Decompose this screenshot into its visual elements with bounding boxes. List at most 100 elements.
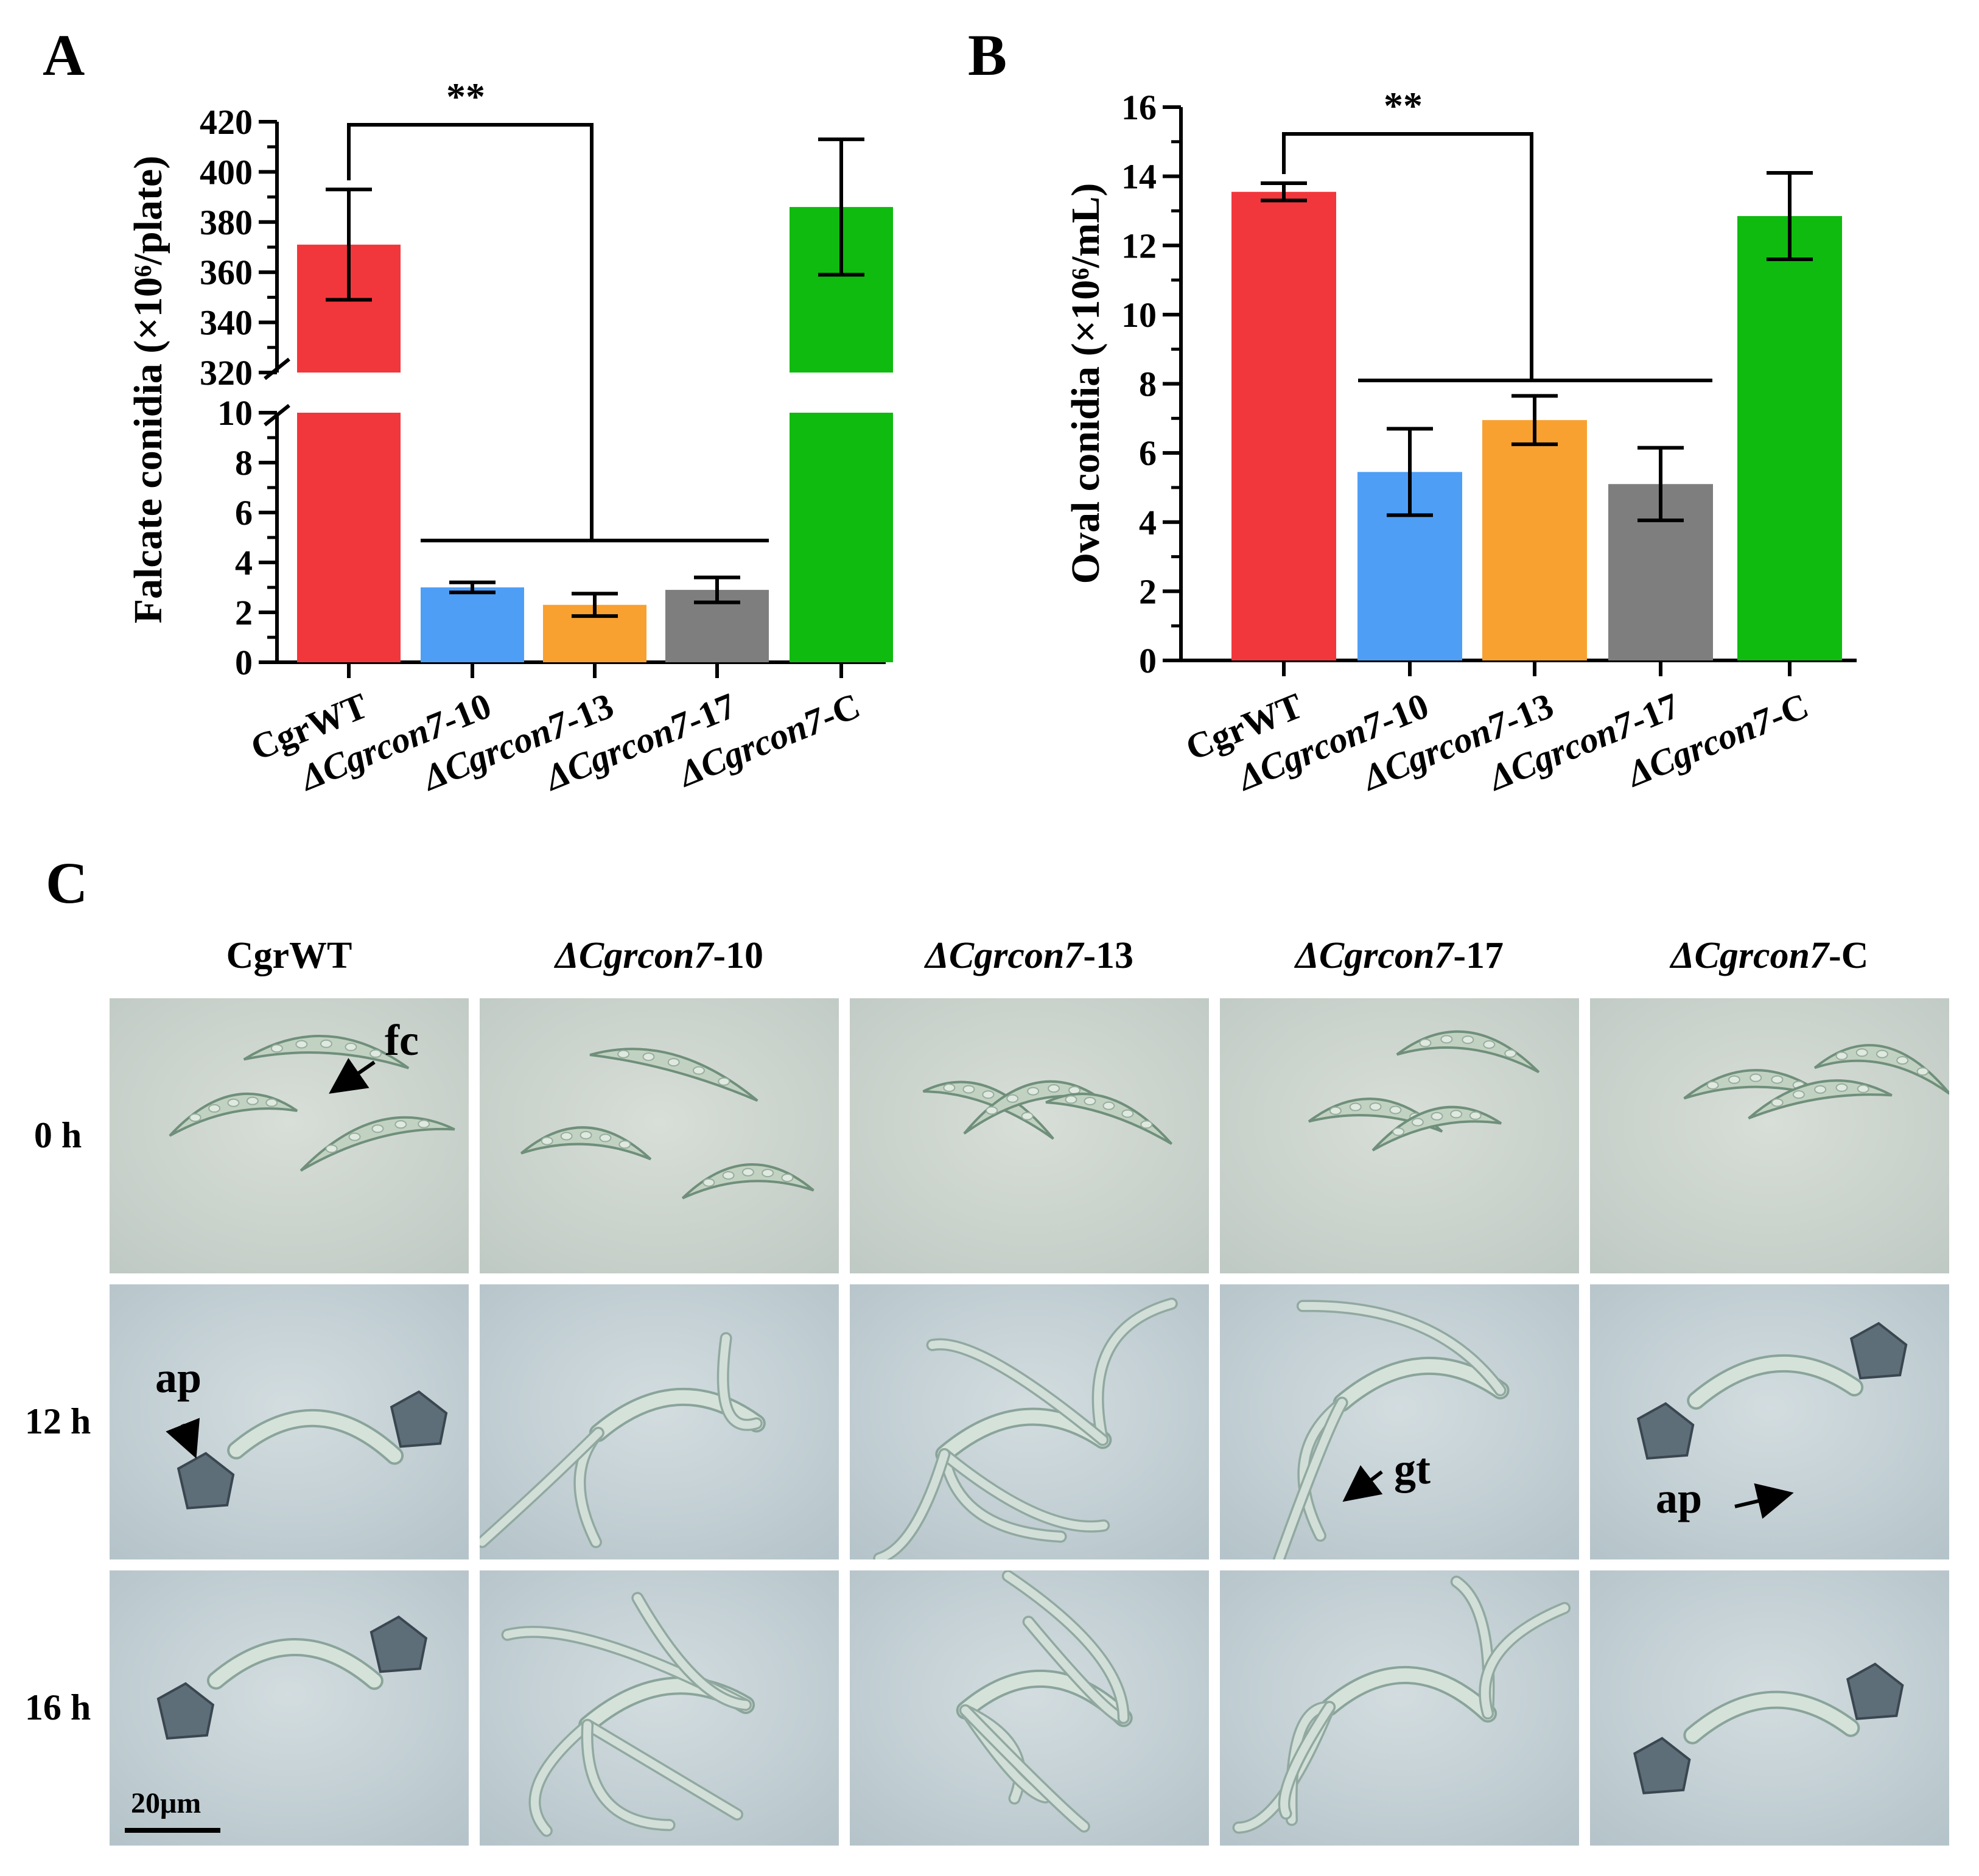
scale-bar-label: 20μm [131,1787,201,1819]
column-label-1: ΔCgrcon7-10 [555,935,763,976]
vacuole [1021,1111,1034,1121]
y-axis-label: Falcate conidia (×10⁶/plate) [126,156,170,624]
vacuole [371,1124,384,1133]
micrograph-2-2 [850,1570,1209,1846]
micrograph-2-0 [110,1570,469,1846]
appressorium [156,1682,215,1740]
significance-bracket [347,123,594,541]
falcate-conidium [1813,1044,1949,1095]
vacuole [208,1104,221,1113]
bar-1 [421,587,524,662]
germ-tube [1275,1399,1347,1559]
germinated-conidium [1686,1693,1858,1742]
panel-label-c: C [46,850,88,915]
vacuole [1504,1049,1517,1058]
falcate-conidium [1045,1093,1173,1145]
germ-tube [480,1429,603,1546]
vacuole [962,1085,975,1094]
vacuole [1065,1095,1077,1104]
germ-tube [1280,1703,1334,1818]
vacuole [1027,1087,1040,1096]
significance-label: ** [446,75,485,118]
y-tick-label: 320 [200,353,253,393]
vacuole [1329,1106,1342,1115]
y-tick-label: 400 [200,152,253,192]
vacuole [1876,1049,1888,1059]
vacuole [718,1077,730,1086]
vacuole [246,1096,259,1105]
y-tick-label: 2 [235,593,253,632]
axis-break-mark [264,357,290,380]
vacuole [394,1120,407,1129]
row-label-2: 16 h [24,1687,91,1727]
germ-tube [1480,1604,1569,1718]
vacuole [1835,1083,1848,1092]
vacuole [1121,1109,1134,1118]
vacuole [642,1052,655,1062]
y-tick-label: 2 [1139,572,1157,611]
micrograph-1-0 [110,1284,469,1559]
vacuole [560,1132,573,1141]
bar-4 [1737,215,1842,661]
y-tick-label: 380 [200,203,253,242]
micrograph-0-1 [480,998,839,1273]
vacuole [227,1098,240,1107]
micrograph-0-0 [110,998,469,1273]
falcate-conidium [1308,1097,1443,1133]
vacuole [702,1178,715,1187]
y-tick-label: 420 [200,102,253,142]
bar-4-lower [790,413,893,662]
germ-tube [1298,1302,1505,1395]
micrograph-background [850,1570,1209,1846]
falcate-conidium [1371,1105,1502,1152]
vacuole [722,1171,735,1180]
vacuole [618,1140,631,1149]
annotation-gt: gt [1394,1444,1431,1493]
y-tick-label: 340 [200,303,253,343]
row-label-0: 0 h [33,1115,82,1155]
vacuole [1916,1067,1929,1076]
vacuole [781,1173,794,1182]
germ-tube [530,1721,592,1835]
vacuole [370,1049,382,1058]
micrograph-background [850,998,1209,1273]
falcate-conidium [1396,1030,1540,1074]
column-label-3: ΔCgrcon7-17 [1295,935,1504,976]
vacuole [580,1130,592,1139]
germ-tube [633,1594,750,1709]
germ-tube [719,1334,761,1429]
significance-bracket [1282,132,1533,380]
vacuole [1771,1075,1784,1084]
vacuole [986,1106,998,1115]
vacuole [1349,1102,1362,1111]
panel-label-b: B [968,23,1007,88]
vacuole [1419,1038,1432,1048]
vacuole [265,1098,278,1107]
falcate-conidium [243,1035,410,1069]
column-label-0: CgrWT [226,935,352,976]
bar-0 [1231,192,1336,660]
germ-tube [940,1450,1108,1531]
vacuole [1771,1098,1784,1107]
vacuole [1048,1084,1060,1093]
germ-tube [875,1450,948,1559]
vacuole [189,1113,201,1122]
appressorium [1633,1737,1691,1794]
y-tick-label: 8 [235,443,253,483]
vacuole [1369,1102,1382,1111]
germ-tube [1299,1399,1347,1540]
falcate-conidium [520,1126,652,1161]
vacuole [418,1119,430,1129]
appressorium [390,1390,448,1448]
vacuole [741,1167,754,1177]
falcate-conidium [1748,1079,1893,1120]
micrograph-0-3 [1220,998,1579,1273]
germinated-conidium [591,1390,763,1440]
micrograph-1-3 [1220,1284,1579,1559]
appressorium [177,1452,235,1510]
germinated-conidium [1689,1356,1862,1407]
significance-label: ** [1384,84,1423,127]
germinated-conidium [1323,1668,1495,1720]
